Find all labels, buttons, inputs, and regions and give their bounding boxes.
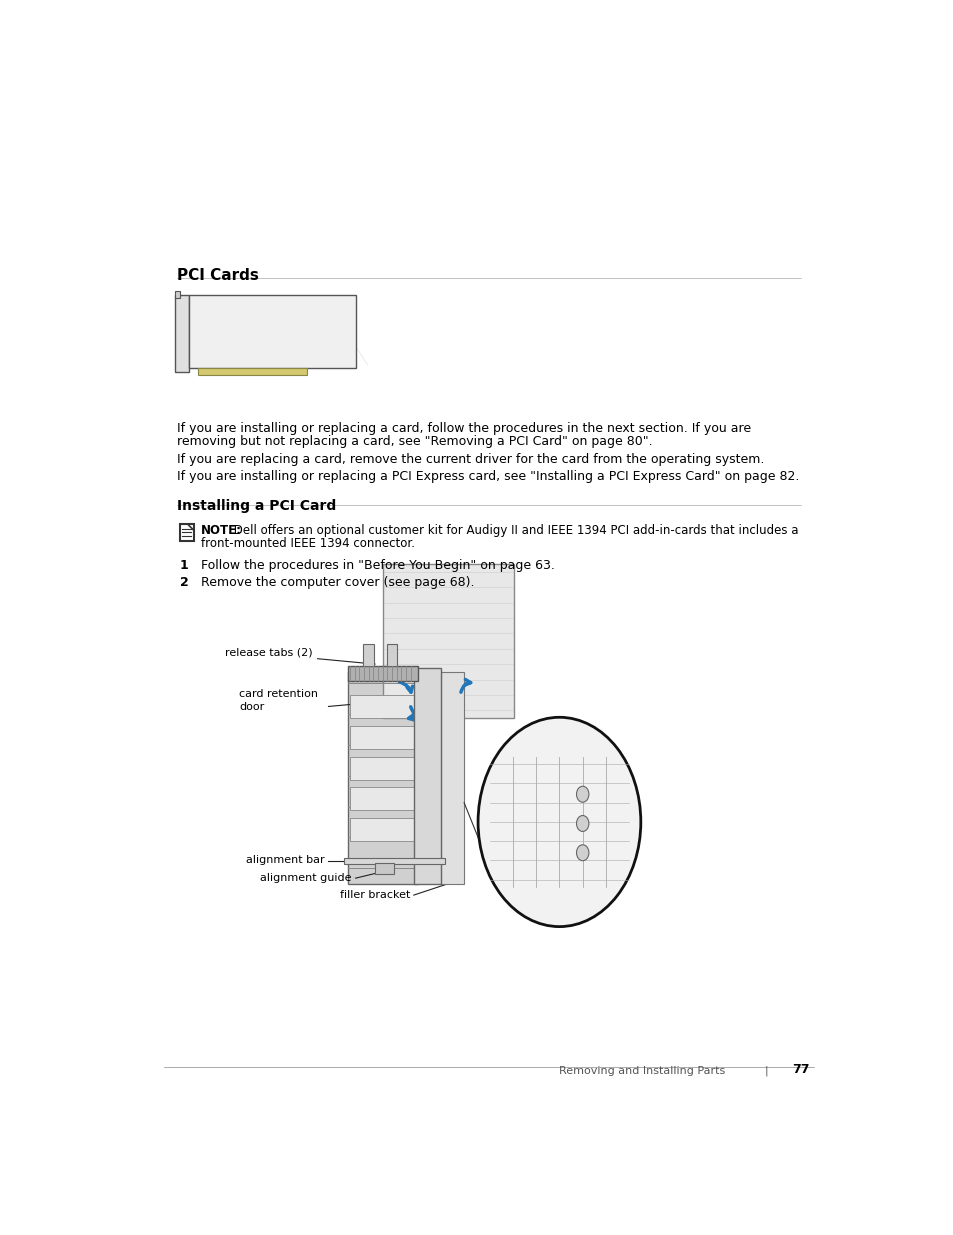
FancyBboxPatch shape: [348, 666, 417, 680]
Text: 1: 1: [179, 558, 189, 572]
FancyBboxPatch shape: [179, 524, 193, 541]
Circle shape: [477, 718, 640, 926]
Text: If you are installing or replacing a card, follow the procedures in the next sec: If you are installing or replacing a car…: [177, 421, 751, 435]
FancyBboxPatch shape: [350, 726, 415, 748]
Text: release tabs (2): release tabs (2): [225, 647, 313, 657]
Text: NOTE:: NOTE:: [200, 524, 241, 537]
Text: 77: 77: [791, 1063, 809, 1076]
Circle shape: [576, 815, 588, 831]
FancyBboxPatch shape: [174, 291, 180, 298]
Text: 2: 2: [179, 576, 189, 589]
Text: PCI Cards: PCI Cards: [177, 268, 259, 283]
Polygon shape: [414, 668, 440, 883]
Text: If you are replacing a card, remove the current driver for the card from the ope: If you are replacing a card, remove the …: [177, 453, 764, 466]
Text: alignment bar: alignment bar: [246, 855, 324, 864]
Text: Installing a PCI Card: Installing a PCI Card: [177, 499, 336, 514]
FancyBboxPatch shape: [198, 368, 307, 374]
Text: Removing and Installing Parts: Removing and Installing Parts: [558, 1066, 724, 1076]
FancyBboxPatch shape: [350, 818, 415, 841]
Circle shape: [576, 787, 588, 803]
Text: Remove the computer cover (see page 68).: Remove the computer cover (see page 68).: [200, 576, 474, 589]
Text: alignment guide: alignment guide: [260, 873, 352, 883]
FancyBboxPatch shape: [350, 787, 415, 810]
Text: If you are installing or replacing a PCI Express card, see "Installing a PCI Exp: If you are installing or replacing a PCI…: [177, 471, 799, 483]
Text: door: door: [239, 701, 264, 711]
FancyBboxPatch shape: [375, 863, 394, 873]
Text: card retention: card retention: [239, 689, 318, 699]
Circle shape: [576, 845, 588, 861]
FancyBboxPatch shape: [386, 645, 397, 666]
Text: |: |: [763, 1066, 767, 1076]
FancyBboxPatch shape: [350, 695, 415, 718]
Text: Dell offers an optional customer kit for Audigy II and IEEE 1394 PCI add-in-card: Dell offers an optional customer kit for…: [230, 524, 798, 537]
FancyBboxPatch shape: [344, 858, 444, 864]
Text: removing but not replacing a card, see "Removing a PCI Card" on page 80".: removing but not replacing a card, see "…: [177, 435, 652, 447]
Text: Follow the procedures in "Before You Begin" on page 63.: Follow the procedures in "Before You Beg…: [200, 558, 554, 572]
FancyBboxPatch shape: [174, 294, 189, 372]
FancyBboxPatch shape: [189, 294, 355, 368]
Text: front-mounted IEEE 1394 connector.: front-mounted IEEE 1394 connector.: [200, 537, 415, 550]
FancyBboxPatch shape: [363, 645, 374, 666]
Polygon shape: [440, 672, 464, 883]
Polygon shape: [348, 672, 417, 883]
FancyBboxPatch shape: [350, 757, 415, 779]
Text: filler bracket: filler bracket: [339, 890, 410, 900]
Polygon shape: [382, 564, 514, 718]
